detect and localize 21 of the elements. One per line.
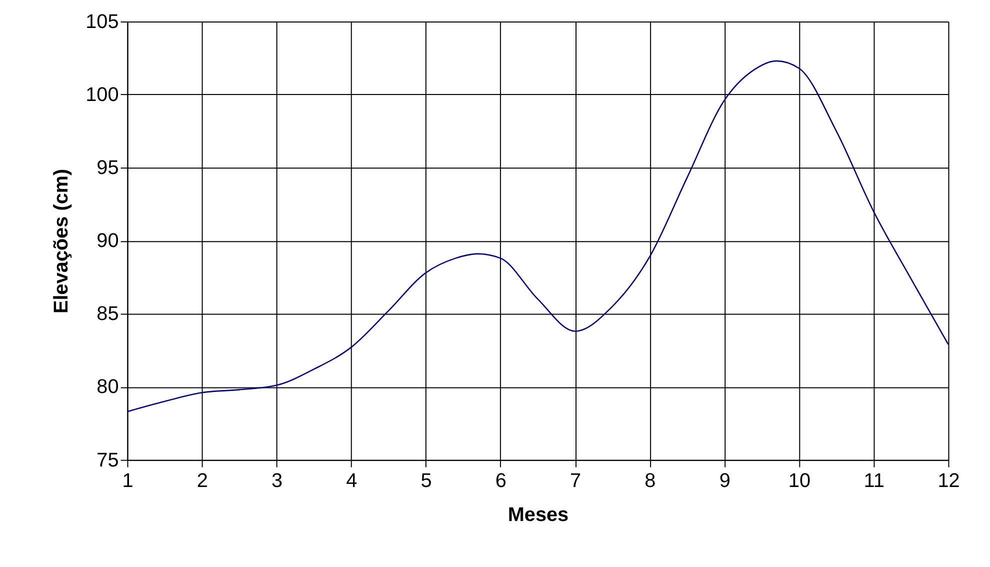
x-tick-label: 9 — [719, 470, 730, 492]
y-tick-label: 75 — [96, 449, 119, 472]
x-tick-label: 2 — [196, 470, 208, 492]
x-tick-label: 10 — [788, 470, 811, 492]
x-tick-label: 8 — [644, 470, 656, 492]
y-tick-label: 85 — [96, 303, 119, 326]
y-axis-title: Elevações (cm) — [50, 168, 73, 314]
x-tick-label: 5 — [420, 470, 432, 492]
y-tick-label: 95 — [96, 157, 119, 180]
y-tick-label: 100 — [86, 84, 119, 106]
y-tick-label: 80 — [96, 376, 119, 398]
y-tick-label: 90 — [96, 230, 119, 252]
x-tick-label: 3 — [271, 470, 283, 492]
x-tick-label: 7 — [570, 470, 582, 492]
x-tick-label: 11 — [864, 470, 884, 492]
x-tick-label: 1 — [122, 470, 134, 492]
x-tick-label: 12 — [938, 470, 960, 492]
x-axis-title: Meses — [508, 504, 569, 526]
x-tick-label: 4 — [346, 470, 358, 492]
y-tick-label: 105 — [86, 10, 119, 33]
x-tick-label: 6 — [495, 470, 506, 492]
